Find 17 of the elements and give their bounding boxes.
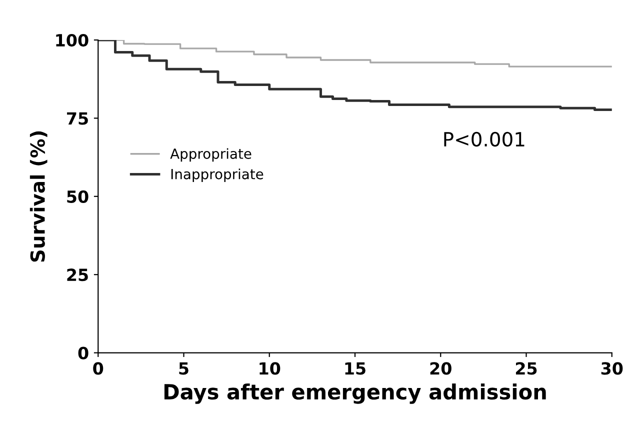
x-tick-label: 30 — [601, 362, 623, 375]
y-tick-label: 50 — [67, 190, 88, 203]
y-tick-label: 100 — [56, 34, 88, 47]
x-tick-label: 25 — [516, 362, 537, 375]
x-axis-title: Days after emergency admission — [164, 384, 546, 404]
y-tick-label: 0 — [78, 346, 88, 360]
x-tick-label: 10 — [260, 362, 280, 375]
legend-label: Appropriate — [170, 148, 252, 162]
x-tick-label: 15 — [345, 362, 366, 375]
x-tick-label: 0 — [93, 362, 104, 375]
legend-label: Inappropriate — [171, 168, 264, 182]
annotation: P<0.001 — [444, 132, 524, 147]
y-tick-label: 25 — [67, 268, 88, 282]
y-axis-title: Survival (%) — [30, 131, 48, 262]
y-tick-label: 75 — [67, 112, 88, 125]
x-tick-label: 5 — [179, 362, 188, 375]
x-tick-label: 20 — [430, 362, 452, 375]
